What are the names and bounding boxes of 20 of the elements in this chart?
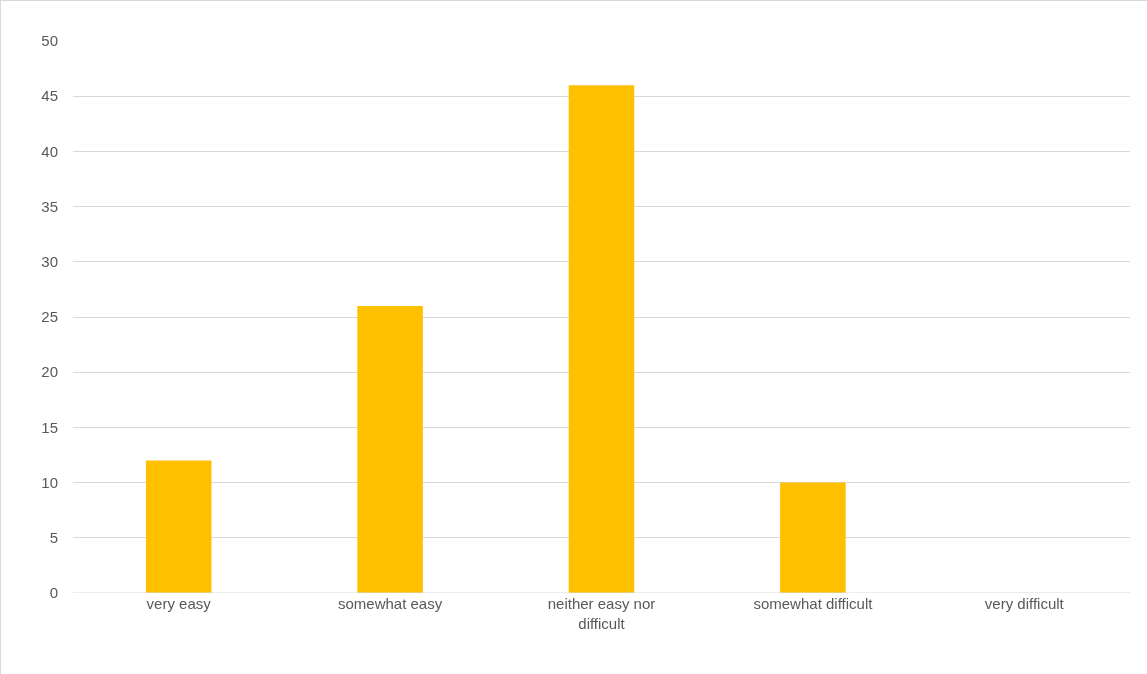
y-tick-label: 45 <box>41 87 58 105</box>
bar <box>568 85 635 593</box>
y-tick-label: 40 <box>41 142 58 160</box>
y-tick-label: 35 <box>41 197 58 215</box>
y-tick-label: 25 <box>41 308 58 326</box>
x-tick-label: very difficult <box>984 595 1065 612</box>
y-tick-label: 5 <box>49 529 58 547</box>
y-tick-label: 0 <box>49 584 58 602</box>
bar <box>145 460 212 593</box>
bar <box>780 482 846 593</box>
x-tick-label: very easy <box>146 595 212 612</box>
bar <box>357 305 423 593</box>
y-tick-label: 20 <box>41 363 58 381</box>
y-tick-label: 50 <box>41 32 58 50</box>
x-tick-label: somewhat difficult <box>753 595 874 612</box>
x-tick-label: somewhat easy <box>337 595 443 612</box>
x-tick-label: neither easy nor difficult <box>547 595 656 632</box>
y-tick-label: 30 <box>41 253 58 271</box>
y-tick-label: 15 <box>41 418 58 436</box>
y-tick-label: 10 <box>41 473 58 491</box>
